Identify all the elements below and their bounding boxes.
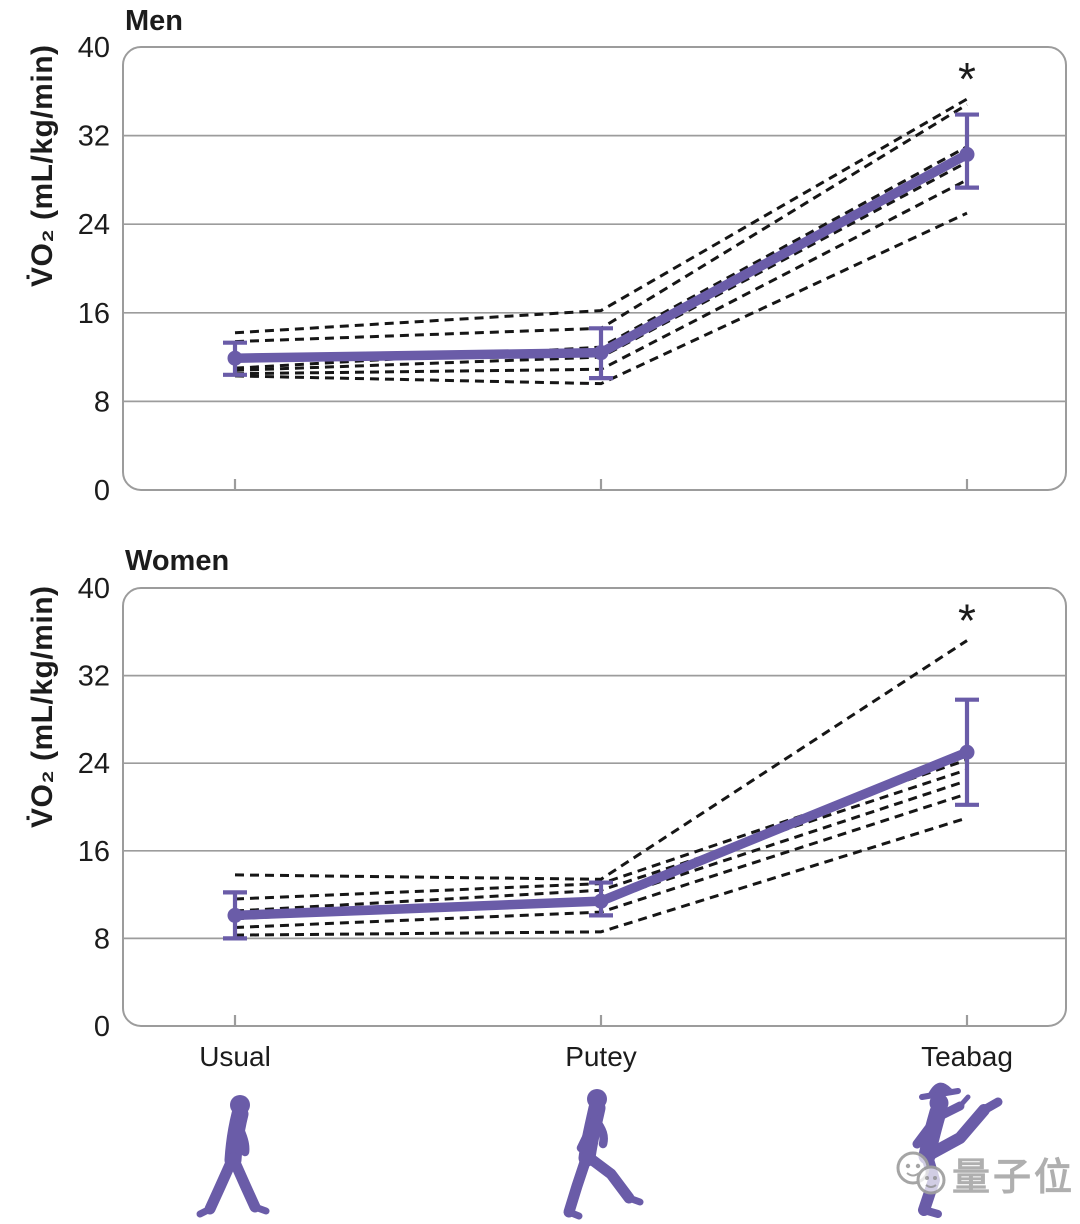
y-axis-label: V̇O₂ (mL/kg/min) <box>26 44 59 287</box>
x-category-label: Usual <box>199 1041 271 1072</box>
significance-asterisk: * <box>958 53 976 105</box>
y-tick-label: 32 <box>78 121 110 153</box>
y-tick-label: 8 <box>94 386 110 418</box>
usual-walk-icon <box>196 1095 270 1218</box>
mean-point <box>593 893 609 909</box>
individual-participant-line <box>234 816 968 937</box>
x-category-label: Putey <box>565 1041 637 1072</box>
y-tick-label: 16 <box>78 836 110 868</box>
women-chart: 0 8 16 24 32 40 Women V̇O₂ (mL/kg/min) * Usual Put… <box>26 545 1067 1072</box>
plot-frame <box>122 46 1067 491</box>
mean-point <box>227 907 243 923</box>
plot-frame <box>122 587 1067 1027</box>
mean-point <box>593 345 609 361</box>
chat-bubbles-logo-icon <box>896 1151 946 1194</box>
y-tick-label: 24 <box>78 209 110 241</box>
men-chart: 0 8 16 24 32 40 Men V̇O₂ (mL/kg/min) * <box>26 5 1067 507</box>
y-tick-label: 16 <box>78 298 110 330</box>
y-tick-label: 8 <box>94 923 110 955</box>
charts-group: 0 8 16 24 32 40 Men V̇O₂ (mL/kg/min) * 0 8 16 24 32 40… <box>26 5 1067 1072</box>
mean-point <box>959 744 975 760</box>
x-category-label: Teabag <box>921 1041 1013 1072</box>
mean-point <box>227 350 243 366</box>
walk-style-icons <box>196 1082 1003 1220</box>
chart-title: Women <box>125 545 229 577</box>
individual-participant-line <box>234 211 968 386</box>
y-tick-label: 24 <box>78 748 110 780</box>
watermark-text: 量子位 <box>952 1157 1076 1199</box>
y-tick-label: 40 <box>78 573 110 605</box>
mean-point <box>959 146 975 162</box>
individual-participant-line <box>234 97 968 335</box>
y-tick-label: 0 <box>94 475 110 507</box>
y-tick-label: 32 <box>78 661 110 693</box>
y-tick-label: 0 <box>94 1011 110 1043</box>
chart-title: Men <box>125 5 183 37</box>
putey-walk-icon <box>563 1089 644 1220</box>
individual-participant-line <box>234 639 968 881</box>
watermark: 量子位 <box>894 1146 1075 1201</box>
y-tick-label: 40 <box>78 32 110 64</box>
significance-asterisk: * <box>958 595 976 647</box>
y-axis-label: V̇O₂ (mL/kg/min) <box>26 585 59 828</box>
